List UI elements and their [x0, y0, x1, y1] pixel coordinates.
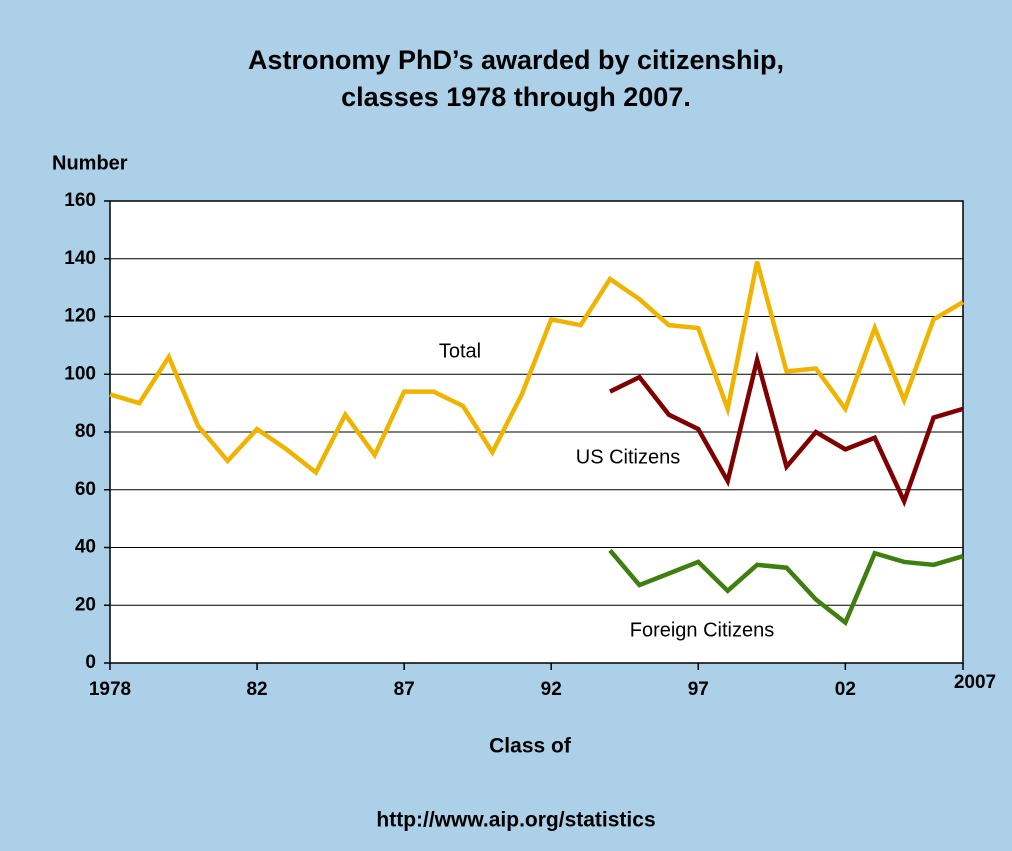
series-label: Total — [439, 340, 481, 362]
series-label: Foreign Citizens — [630, 619, 775, 641]
y-axis-label: Number — [52, 152, 128, 174]
x-tick-label: 1978 — [89, 679, 131, 700]
y-tick-label: 100 — [64, 363, 96, 384]
y-tick-label: 120 — [64, 306, 96, 327]
series-line — [609, 350, 964, 508]
y-tick-label: 140 — [64, 248, 96, 269]
plot-frame — [109, 200, 964, 664]
series-label: US Citizens — [576, 446, 680, 468]
y-tick-label: 0 — [85, 652, 96, 673]
chart-title: classes 1978 through 2007. — [341, 82, 691, 112]
chart-title: Astronomy PhD’s awarded by citizenship, — [248, 45, 784, 75]
y-tick-label: 60 — [75, 479, 96, 500]
y-tick-label: 160 — [64, 190, 96, 211]
y-tick-label: 20 — [75, 594, 96, 615]
x-tick-label: 82 — [246, 679, 267, 700]
x-tick-label: 87 — [394, 679, 415, 700]
x-tick-label: 97 — [688, 679, 709, 700]
series-line — [608, 548, 964, 627]
x-tick-label: 92 — [541, 679, 562, 700]
x-tick-label: 02 — [835, 679, 856, 700]
x-axis-label: Class of — [489, 735, 572, 758]
source: http://www.aip.org/statistics — [376, 809, 655, 832]
y-tick-label: 40 — [75, 537, 96, 558]
series-line — [109, 261, 965, 476]
y-tick-label: 80 — [75, 421, 96, 442]
x-tick-label: 2007 — [954, 672, 996, 693]
